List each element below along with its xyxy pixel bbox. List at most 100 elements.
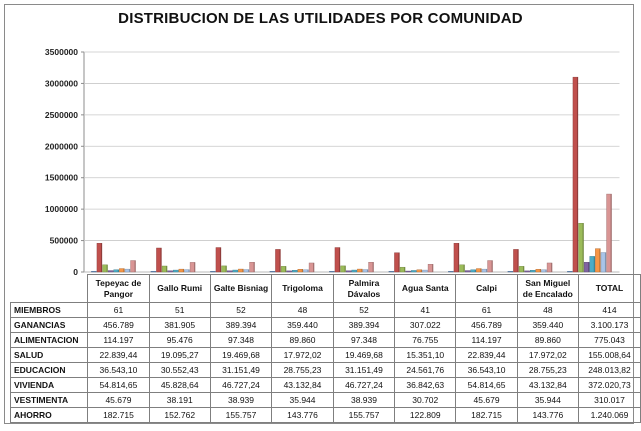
bar-miembros-4: [269, 271, 276, 273]
data-label: 36.842,63: [394, 377, 457, 393]
bar-side-shade: [100, 243, 102, 272]
data-label: 31.151,49: [209, 362, 273, 378]
data-label: 52: [209, 302, 273, 318]
data-label: 24.561,76: [394, 362, 457, 378]
bar-side-shade: [463, 264, 465, 272]
bar-side-shade: [404, 267, 406, 272]
bar-side-shade: [307, 269, 309, 272]
bar-side-shade: [313, 262, 315, 272]
series-label: AHORRO: [9, 407, 89, 423]
y-tick-label: 3000000: [45, 78, 78, 88]
data-label: 155.008,64: [577, 347, 641, 363]
category-label: Palmira Dávalos: [332, 274, 396, 303]
table-row: VESTIMENTA 45.679 38.191 38.939 35.944 38.939…: [9, 392, 641, 408]
data-label: 775.043: [577, 332, 641, 348]
data-label: 54.814,65: [455, 377, 518, 393]
table-row: EDUCACION 36.543,10 30.552,43 31.151,49 28.7…: [9, 362, 641, 378]
bar-side-shade: [599, 248, 601, 272]
data-label: 19.095,27: [148, 347, 211, 363]
category-label: Trigoloma: [271, 274, 334, 303]
data-label: 36.543,10: [455, 362, 518, 378]
data-label: 389.394: [332, 317, 396, 333]
bar-miembros-5: [329, 271, 335, 273]
bar-side-shade: [301, 269, 303, 272]
table-corner: [10, 274, 89, 303]
series-label: ALIMENTACION: [9, 332, 89, 348]
bar-educacion-8: [530, 269, 536, 273]
bar-side-shade: [279, 249, 281, 272]
series-label: GANANCIAS: [9, 317, 89, 333]
bar-side-shade: [517, 249, 519, 272]
data-label: 97.348: [332, 332, 396, 348]
data-label: 307.022: [394, 317, 457, 333]
data-label: 3.100.173: [577, 317, 641, 333]
y-tick-label: 1500000: [45, 173, 78, 183]
data-label: 97.348: [209, 332, 273, 348]
table-row: AHORRO 182.715 152.762 155.757 143.776 155.75…: [9, 407, 641, 423]
data-label: 30.552,43: [148, 362, 211, 378]
bar-miembros-6: [388, 271, 395, 273]
data-label: 114.197: [87, 332, 150, 348]
bar-miembros-8: [507, 271, 514, 273]
data-label: 43.132,84: [516, 377, 579, 393]
series-label: VESTIMENTA: [9, 392, 89, 408]
data-label: 22.839,44: [455, 347, 518, 363]
data-label: 248.013,82: [577, 362, 641, 378]
data-label: 152.762: [148, 407, 211, 423]
bar-side-shade: [123, 268, 125, 272]
data-label: 41: [394, 302, 457, 318]
y-tick-label: 3500000: [45, 47, 78, 57]
data-label: 114.197: [455, 332, 518, 348]
data-label: 31.151,49: [332, 362, 396, 378]
data-label: 36.543,10: [87, 362, 150, 378]
data-label: 89.860: [516, 332, 579, 348]
data-label: 17.972,02: [271, 347, 334, 363]
bar-side-shade: [398, 252, 400, 272]
bar-salud-7: [464, 270, 471, 273]
data-label: 182.715: [87, 407, 150, 423]
data-label: 359.440: [271, 317, 334, 333]
data-label: 17.972,02: [516, 347, 579, 363]
series-label: SALUD: [9, 347, 89, 363]
bar-side-shade: [372, 262, 374, 272]
data-label: 52: [332, 302, 396, 318]
data-label: 46.727,24: [209, 377, 273, 393]
bar-vestimenta-6: [422, 269, 428, 273]
data-label: 54.814,65: [87, 377, 150, 393]
table-row: ALIMENTACION 114.197 95.476 97.348 89.860 97.…: [9, 332, 641, 348]
data-label: 45.828,64: [148, 377, 211, 393]
bar-educacion-4: [292, 269, 298, 273]
bar-salud-2: [167, 270, 173, 273]
data-label: 28.755,23: [516, 362, 579, 378]
data-label: 28.755,23: [271, 362, 334, 378]
y-tick-label: 0: [73, 267, 78, 277]
table-row: SALUD 22.839,44 19.095,27 19.469,68 17.972,0…: [9, 347, 641, 363]
category-label: Agua Santa: [394, 274, 457, 303]
bar-side-shade: [610, 194, 612, 272]
bar-side-shade: [106, 264, 108, 272]
data-label: 155.757: [209, 407, 273, 423]
bar-salud-3: [226, 270, 233, 273]
bar-salud-4: [286, 270, 292, 273]
bar-miembros-1: [91, 271, 97, 273]
bar-side-shade: [225, 265, 227, 272]
bar-side-shade: [285, 266, 287, 272]
data-table: Tepeyac de Pangor Gallo Rumi Galte Bisniag…: [9, 274, 641, 423]
data-label: 95.476: [148, 332, 211, 348]
data-label: 143.776: [516, 407, 579, 423]
chart-title: DISTRIBUCION DE LAS UTILIDADES POR COMUN…: [118, 10, 523, 27]
data-label: 35.944: [271, 392, 334, 408]
bar-miembros-3: [210, 271, 216, 273]
data-label: 38.939: [209, 392, 273, 408]
data-label: 51: [148, 302, 211, 318]
data-label: 182.715: [455, 407, 518, 423]
y-tick-label: 2000000: [45, 141, 78, 151]
bar-side-shade: [344, 265, 346, 272]
data-label: 381.905: [148, 317, 211, 333]
bar-side-shade: [194, 262, 196, 272]
bar-side-shade: [242, 269, 244, 272]
bar-side-shade: [604, 252, 606, 272]
bar-side-shade: [545, 269, 547, 272]
data-label: 30.702: [394, 392, 457, 408]
